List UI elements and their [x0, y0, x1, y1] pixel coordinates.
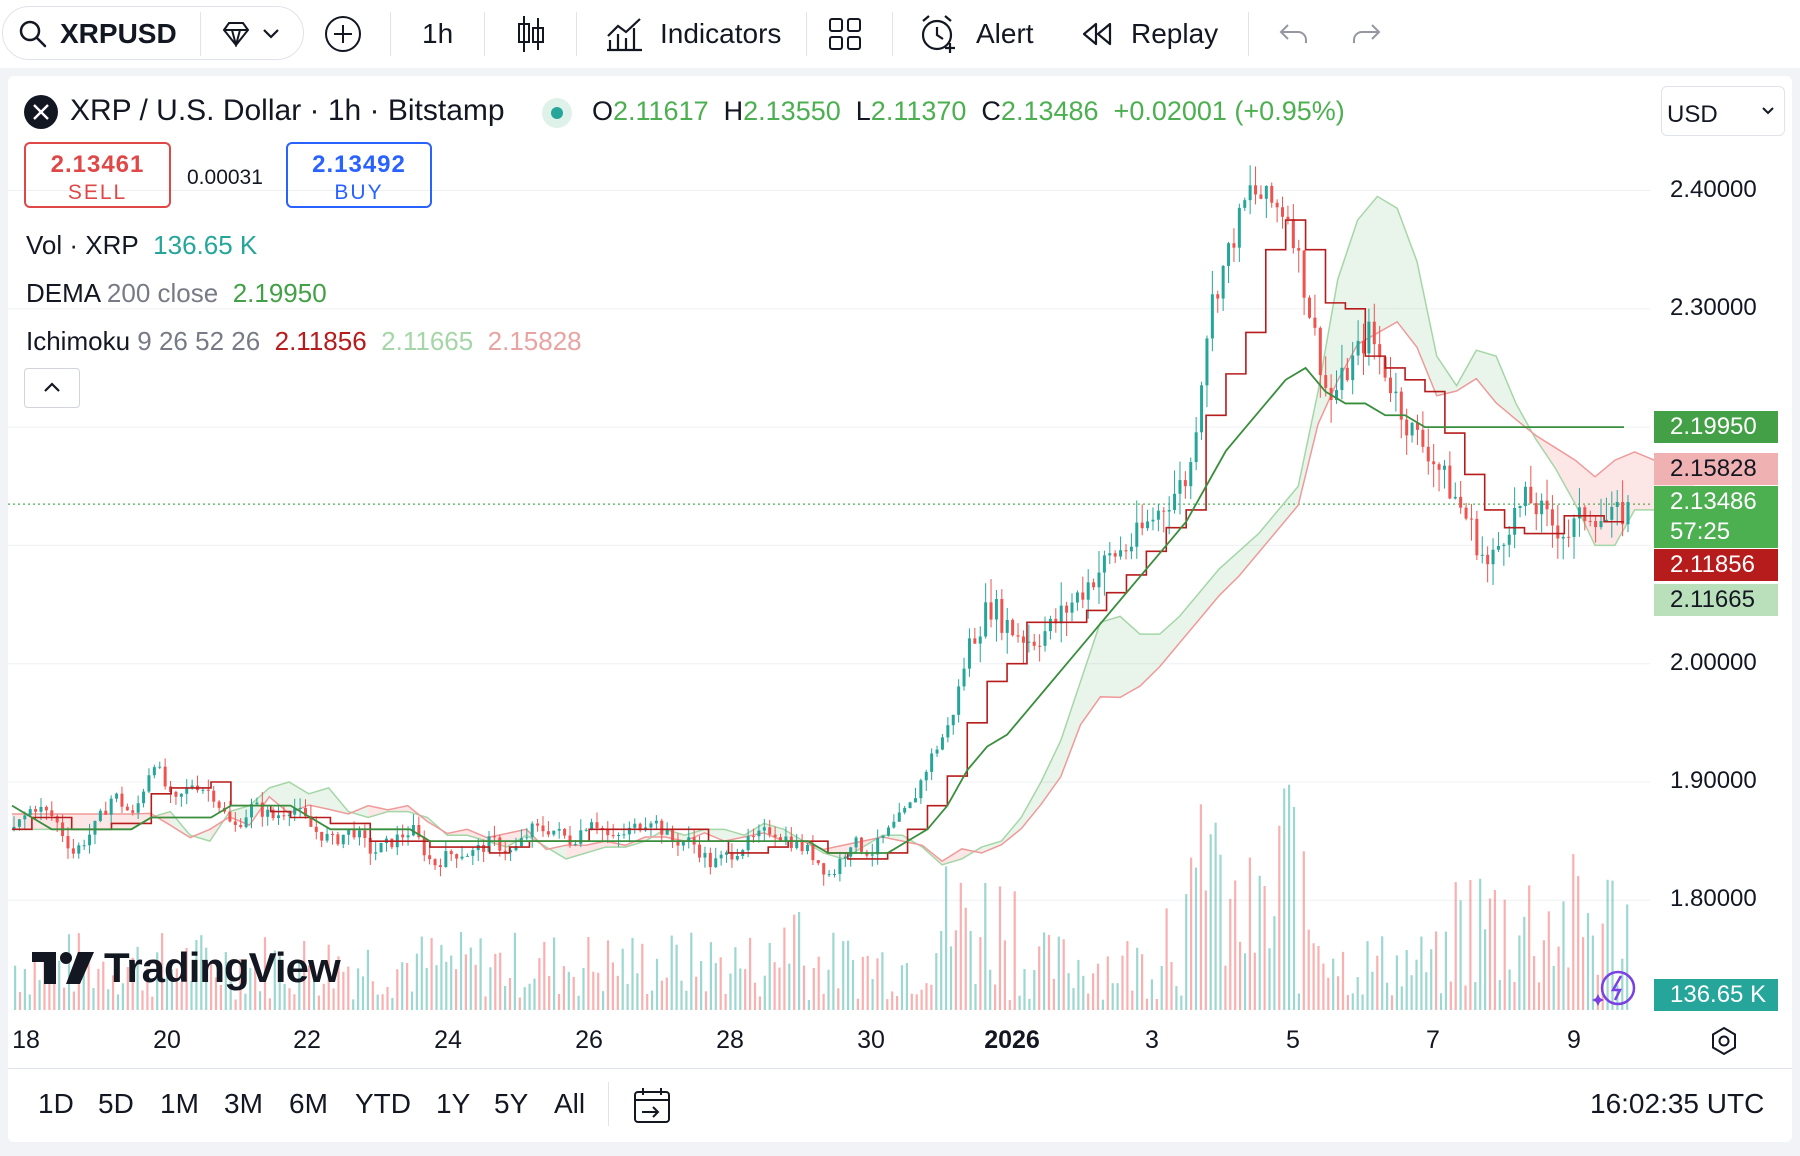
range-3m-button[interactable]: 3M: [224, 1088, 263, 1119]
ichimoku-legend[interactable]: Ichimoku 9 26 52 26 2.11856 2.11665 2.15…: [26, 326, 582, 356]
add-symbol-icon[interactable]: [324, 0, 362, 68]
interval-button[interactable]: 1h: [422, 18, 454, 49]
compare-diamond-icon[interactable]: [220, 0, 252, 68]
last-price-value: 2.13486: [1670, 488, 1757, 515]
time-axis-label: 7: [1426, 1026, 1440, 1054]
time-axis-label: 3: [1145, 1026, 1159, 1054]
top-toolbar: XRPUSD 1h Indicators Alert Replay: [0, 0, 1800, 68]
layout-grid-icon[interactable]: [828, 0, 862, 68]
chevron-down-icon[interactable]: [262, 0, 280, 68]
alert-button[interactable]: Alert: [976, 18, 1034, 49]
price-axis-label: 2.00000: [1670, 649, 1757, 676]
undo-icon[interactable]: [1278, 0, 1308, 68]
range-ytd-button[interactable]: YTD: [355, 1088, 411, 1119]
indicators-button[interactable]: Indicators: [660, 18, 782, 49]
time-axis-label: 2026: [984, 1026, 1040, 1054]
conversion-price-badge: 2.11856: [1654, 549, 1778, 581]
range-5d-button[interactable]: 5D: [98, 1088, 134, 1119]
replay-icon[interactable]: [1080, 0, 1114, 68]
bar-countdown: 57:25: [1670, 518, 1731, 545]
last-price-badge: 2.13486 57:25: [1654, 486, 1778, 548]
market-status-icon[interactable]: [542, 98, 572, 128]
span-a-price-badge: 2.11665: [1654, 584, 1778, 616]
price-axis-label: 1.90000: [1670, 767, 1757, 794]
indicators-icon[interactable]: [604, 0, 644, 68]
time-axis-label: 24: [434, 1026, 462, 1054]
symbol-search-box[interactable]: [2, 6, 304, 60]
chevron-up-icon: [44, 382, 60, 392]
currency-select[interactable]: USD: [1661, 86, 1785, 136]
range-all-button[interactable]: All: [554, 1088, 586, 1119]
symbol-label[interactable]: XRPUSD: [60, 18, 177, 49]
lightning-icon[interactable]: [1592, 966, 1636, 1006]
range-1y-button[interactable]: 1Y: [436, 1088, 471, 1119]
time-axis-label: 18: [12, 1026, 40, 1054]
tradingview-logo-icon: [30, 950, 96, 986]
time-axis-label: 28: [716, 1026, 744, 1054]
volume-badge: 136.65 K: [1654, 979, 1778, 1011]
range-1d-button[interactable]: 1D: [38, 1088, 74, 1119]
replay-button[interactable]: Replay: [1131, 18, 1219, 49]
candles-icon[interactable]: [516, 0, 546, 68]
buy-button[interactable]: 2.13492 BUY: [286, 142, 432, 208]
currency-label: USD: [1667, 101, 1718, 128]
ohlc-values: O2.11617 H2.13550 L2.11370 C2.13486 +0.0…: [592, 96, 1345, 126]
settings-icon[interactable]: [1708, 1025, 1740, 1057]
dema-price-badge: 2.19950: [1654, 411, 1778, 443]
span-b-price-badge: 2.15828: [1654, 453, 1778, 485]
alarm-clock-icon[interactable]: [918, 0, 960, 68]
range-5y-button[interactable]: 5Y: [494, 1088, 529, 1119]
time-axis-label: 22: [293, 1026, 321, 1054]
time-axis-label: 20: [153, 1026, 181, 1054]
volume-legend[interactable]: Vol · XRP 136.65 K: [26, 230, 258, 260]
time-axis-label: 5: [1286, 1026, 1300, 1054]
goto-date-icon[interactable]: [632, 1086, 672, 1126]
spread-value: 0.00031: [187, 166, 263, 189]
range-1m-button[interactable]: 1M: [160, 1088, 199, 1119]
price-axis-label: 2.40000: [1670, 176, 1757, 203]
range-6m-button[interactable]: 6M: [289, 1088, 328, 1119]
redo-icon[interactable]: [1352, 0, 1382, 68]
collapse-legend-button[interactable]: [24, 368, 80, 408]
price-axis-label: 2.30000: [1670, 294, 1757, 321]
sell-button[interactable]: 2.13461 SELL: [24, 142, 171, 208]
time-axis-label: 26: [575, 1026, 603, 1054]
chart-title[interactable]: XRP / U.S. Dollar · 1h · Bitstamp: [70, 94, 505, 127]
tradingview-watermark: TradingView: [104, 944, 341, 991]
time-axis-label: 9: [1567, 1026, 1581, 1054]
clock-label[interactable]: 16:02:35 UTC: [1590, 1088, 1765, 1119]
xrp-logo-icon: [24, 95, 58, 129]
search-icon[interactable]: [18, 0, 48, 68]
dema-legend[interactable]: DEMA 200 close 2.19950: [26, 278, 327, 308]
chevron-down-icon: [1762, 107, 1774, 115]
price-axis-label: 1.80000: [1670, 885, 1757, 912]
time-axis-label: 30: [857, 1026, 885, 1054]
